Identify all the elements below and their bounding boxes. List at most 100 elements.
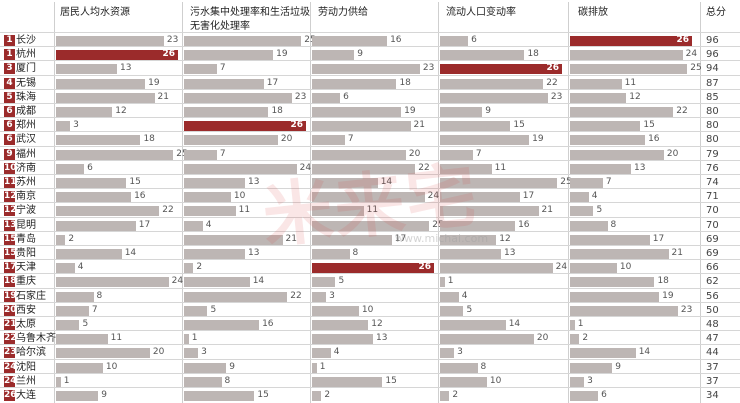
sewage-bar bbox=[184, 192, 231, 203]
sewage-bar bbox=[184, 149, 217, 160]
labor-value: 26 bbox=[418, 262, 431, 273]
carbon-bar bbox=[570, 291, 660, 302]
city-name: 福州 bbox=[16, 148, 36, 160]
rank-badge: 9 bbox=[4, 148, 15, 160]
sewage-value: 15 bbox=[257, 390, 269, 400]
migration-bar bbox=[440, 391, 450, 401]
carbon-bar bbox=[570, 206, 594, 217]
city-name: 沈阳 bbox=[16, 361, 36, 373]
water-value: 6 bbox=[87, 162, 93, 173]
migration-bar bbox=[440, 36, 469, 46]
row-divider bbox=[0, 387, 740, 388]
migration-value: 15 bbox=[513, 120, 525, 131]
water-bar bbox=[56, 50, 178, 61]
row-divider bbox=[0, 202, 740, 204]
city-name: 苏州 bbox=[16, 177, 36, 188]
water-bar bbox=[56, 277, 169, 288]
carbon-value: 4 bbox=[591, 191, 598, 202]
migration-value: 18 bbox=[527, 49, 539, 60]
sewage-bar bbox=[184, 291, 288, 302]
water-value: 2 bbox=[68, 233, 75, 244]
sewage-bar bbox=[184, 376, 222, 387]
city-name: 长沙 bbox=[16, 35, 36, 46]
row-divider bbox=[0, 103, 740, 104]
water-bar bbox=[56, 192, 132, 203]
water-value: 20 bbox=[152, 347, 165, 358]
total-score: 94 bbox=[706, 63, 719, 75]
migration-bar bbox=[440, 249, 501, 259]
carbon-value: 8 bbox=[610, 219, 617, 230]
row-divider bbox=[0, 245, 740, 246]
carbon-bar bbox=[570, 107, 674, 117]
migration-value: 14 bbox=[508, 319, 521, 329]
city-name: 兰州 bbox=[16, 375, 36, 387]
row-divider bbox=[0, 117, 740, 119]
table-row: 15 贵阳 14 13 8 13 21 69 bbox=[0, 246, 740, 261]
carbon-bar bbox=[570, 305, 678, 316]
migration-bar bbox=[440, 206, 539, 217]
water-value: 25 bbox=[176, 148, 188, 159]
carbon-value: 2 bbox=[582, 333, 589, 344]
carbon-value: 19 bbox=[662, 290, 674, 301]
rank-badge: 19 bbox=[4, 290, 17, 302]
labor-value: 18 bbox=[399, 77, 411, 88]
carbon-value: 11 bbox=[624, 77, 637, 88]
rank-badge: 10 bbox=[4, 162, 17, 174]
total-score: 70 bbox=[706, 205, 719, 217]
row-divider bbox=[0, 344, 740, 346]
sewage-value: 2 bbox=[196, 262, 203, 273]
water-value: 13 bbox=[120, 63, 132, 74]
water-value: 11 bbox=[110, 333, 123, 344]
labor-value: 5 bbox=[338, 276, 345, 287]
migration-value: 7 bbox=[475, 148, 482, 159]
header-carbon: 碳排放 bbox=[578, 7, 608, 18]
migration-value: 12 bbox=[499, 233, 511, 244]
water-bar bbox=[56, 178, 127, 188]
migration-value: 11 bbox=[494, 162, 507, 173]
labor-value: 23 bbox=[422, 63, 435, 74]
rank-badge: 13 bbox=[4, 219, 17, 231]
row-divider bbox=[0, 316, 740, 317]
table-row: 24 沈阳 10 9 1 8 9 37 bbox=[0, 360, 740, 375]
table-row: 9 福州 25 7 20 7 20 79 bbox=[0, 147, 740, 162]
migration-bar bbox=[440, 92, 548, 103]
sewage-value: 16 bbox=[262, 319, 274, 329]
sewage-bar bbox=[184, 391, 255, 401]
migration-value: 5 bbox=[466, 304, 473, 315]
water-value: 7 bbox=[91, 304, 98, 315]
rank-badge: 18 bbox=[4, 276, 17, 288]
sewage-value: 9 bbox=[229, 361, 235, 372]
labor-bar bbox=[312, 277, 336, 288]
carbon-value: 17 bbox=[652, 233, 665, 244]
row-divider bbox=[0, 74, 740, 76]
labor-value: 24 bbox=[427, 191, 440, 202]
labor-value: 14 bbox=[380, 177, 393, 187]
row-divider bbox=[0, 46, 740, 48]
labor-bar bbox=[312, 263, 434, 274]
migration-bar bbox=[440, 135, 530, 146]
water-value: 15 bbox=[129, 177, 141, 187]
sewage-bar bbox=[184, 178, 245, 188]
table-row: 22 乌鲁木齐 11 1 13 20 2 47 bbox=[0, 331, 740, 346]
carbon-bar bbox=[570, 348, 636, 359]
water-bar bbox=[56, 291, 94, 302]
rank-badge: 1 bbox=[4, 49, 15, 61]
labor-value: 22 bbox=[418, 162, 430, 173]
city-name: 郑州 bbox=[16, 120, 36, 132]
water-value: 4 bbox=[77, 262, 84, 273]
migration-bar bbox=[440, 78, 544, 89]
migration-value: 8 bbox=[480, 361, 487, 372]
water-value: 23 bbox=[166, 35, 179, 45]
table-row: 24 兰州 1 8 15 10 3 37 bbox=[0, 374, 740, 389]
carbon-bar bbox=[570, 92, 627, 103]
row-divider bbox=[0, 88, 740, 90]
rank-badge: 3 bbox=[4, 63, 15, 75]
water-bar bbox=[56, 362, 103, 373]
sewage-value: 26 bbox=[290, 120, 303, 131]
total-score: 85 bbox=[706, 91, 719, 103]
labor-bar bbox=[312, 121, 411, 132]
sewage-value: 4 bbox=[205, 219, 212, 230]
rank-badge: 17 bbox=[4, 262, 17, 274]
row-divider bbox=[0, 287, 740, 289]
